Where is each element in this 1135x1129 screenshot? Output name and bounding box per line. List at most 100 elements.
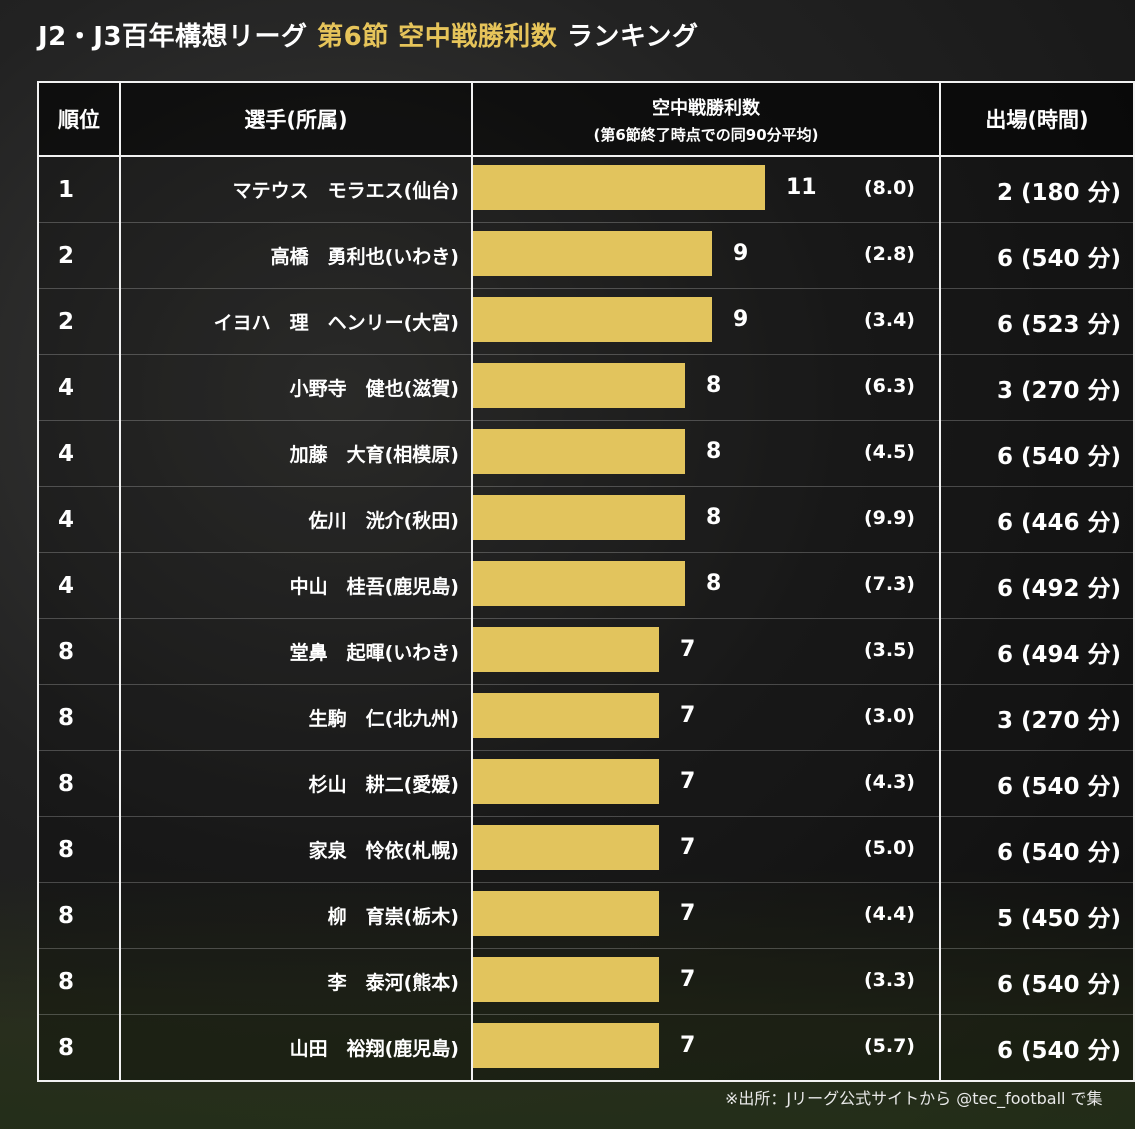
- bar-value-label: 8: [706, 505, 722, 530]
- appearances-value: 3 (270 分): [939, 354, 1134, 421]
- bar-value-label: 11: [786, 175, 817, 200]
- bar: [473, 825, 659, 870]
- per90-label: (3.3): [863, 969, 915, 991]
- per90-label: (9.9): [863, 507, 915, 529]
- bar-cell: 7 (3.3): [471, 948, 940, 1015]
- table-row: 2 イヨハ 理 ヘンリー(大宮) 9 (3.4) 6 (523 分): [38, 288, 1134, 355]
- appearances-value: 3 (270 分): [939, 684, 1134, 751]
- rank-value: 8: [38, 618, 120, 685]
- table-row: 1 マテウス モラエス(仙台) 11 (8.0) 2 (180 分): [38, 155, 1134, 223]
- bar: [473, 627, 659, 672]
- per90-label: (8.0): [863, 177, 915, 199]
- player-name: イヨハ 理 ヘンリー(大宮): [119, 288, 472, 355]
- rank-value: 4: [38, 420, 120, 487]
- appearances-value: 6 (540 分): [939, 1014, 1134, 1081]
- player-name: 堂鼻 起暉(いわき): [119, 618, 472, 685]
- bar-cell: 7 (3.5): [471, 618, 940, 685]
- rank-value: 8: [38, 948, 120, 1015]
- bar: [473, 957, 659, 1002]
- player-name: 柳 育崇(栃木): [119, 882, 472, 949]
- bar: [473, 759, 659, 804]
- bar-value-label: 7: [680, 901, 696, 926]
- per90-label: (6.3): [863, 375, 915, 397]
- table-header-row: 順位 選手(所属) 空中戦勝利数 (第6節終了時点での同90分平均) 出場(時間…: [38, 82, 1134, 157]
- rank-value: 2: [38, 222, 120, 289]
- title-part-ranking: ランキング: [566, 22, 699, 52]
- appearances-value: 6 (540 分): [939, 750, 1134, 817]
- player-name: 中山 桂吾(鹿児島): [119, 552, 472, 619]
- player-name: 家泉 怜依(札幌): [119, 816, 472, 883]
- header-appearances: 出場(時間): [939, 82, 1134, 157]
- bar-value-label: 9: [733, 307, 749, 332]
- player-name: マテウス モラエス(仙台): [119, 155, 472, 223]
- bar-cell: 7 (5.7): [471, 1014, 940, 1081]
- appearances-value: 6 (540 分): [939, 816, 1134, 883]
- bar-value-label: 7: [680, 637, 696, 662]
- title-part-metric: 第6節 空中戦勝利数: [317, 22, 558, 52]
- header-metric-main: 空中戦勝利数: [652, 97, 760, 119]
- per90-label: (4.4): [863, 903, 915, 925]
- per90-label: (2.8): [863, 243, 915, 265]
- bar-cell: 7 (4.4): [471, 882, 940, 949]
- bar-value-label: 9: [733, 241, 749, 266]
- bar-value-label: 8: [706, 439, 722, 464]
- bar: [473, 165, 765, 210]
- table-row: 8 家泉 怜依(札幌) 7 (5.0) 6 (540 分): [38, 816, 1134, 883]
- bar: [473, 363, 685, 408]
- header-metric: 空中戦勝利数 (第6節終了時点での同90分平均): [471, 82, 940, 157]
- player-name: 小野寺 健也(滋賀): [119, 354, 472, 421]
- rank-value: 8: [38, 1014, 120, 1081]
- bar-cell: 7 (4.3): [471, 750, 940, 817]
- per90-label: (4.5): [863, 441, 915, 463]
- page-title: J2・J3百年構想リーグ 第6節 空中戦勝利数 ランキング: [38, 16, 699, 56]
- bar-value-label: 7: [680, 703, 696, 728]
- appearances-value: 5 (450 分): [939, 882, 1134, 949]
- bar-value-label: 7: [680, 835, 696, 860]
- rank-value: 8: [38, 684, 120, 751]
- table-row: 8 生駒 仁(北九州) 7 (3.0) 3 (270 分): [38, 684, 1134, 751]
- appearances-value: 6 (492 分): [939, 552, 1134, 619]
- appearances-value: 6 (494 分): [939, 618, 1134, 685]
- bar: [473, 297, 712, 342]
- player-name: 加藤 大育(相模原): [119, 420, 472, 487]
- player-name: 生駒 仁(北九州): [119, 684, 472, 751]
- source-note: ※出所：Jリーグ公式サイトから @tec_football で集: [725, 1089, 1103, 1108]
- player-name: 山田 裕翔(鹿児島): [119, 1014, 472, 1081]
- bar-cell: 7 (5.0): [471, 816, 940, 883]
- rank-value: 8: [38, 750, 120, 817]
- rank-value: 4: [38, 552, 120, 619]
- bar: [473, 495, 685, 540]
- bar: [473, 1023, 659, 1068]
- bar: [473, 231, 712, 276]
- table-row: 4 佐川 洸介(秋田) 8 (9.9) 6 (446 分): [38, 486, 1134, 553]
- appearances-value: 2 (180 分): [939, 155, 1134, 223]
- ranking-table: 順位 選手(所属) 空中戦勝利数 (第6節終了時点での同90分平均) 出場(時間…: [37, 81, 1135, 1082]
- bar-value-label: 8: [706, 571, 722, 596]
- per90-label: (7.3): [863, 573, 915, 595]
- header-rank: 順位: [38, 82, 120, 157]
- rank-value: 4: [38, 354, 120, 421]
- appearances-value: 6 (446 分): [939, 486, 1134, 553]
- rank-value: 8: [38, 882, 120, 949]
- rank-value: 8: [38, 816, 120, 883]
- appearances-value: 6 (523 分): [939, 288, 1134, 355]
- header-player: 選手(所属): [119, 82, 472, 157]
- bar: [473, 561, 685, 606]
- bar-cell: 7 (3.0): [471, 684, 940, 751]
- table-row: 4 加藤 大育(相模原) 8 (4.5) 6 (540 分): [38, 420, 1134, 487]
- table-row: 2 高橋 勇利也(いわき) 9 (2.8) 6 (540 分): [38, 222, 1134, 289]
- table-row: 4 中山 桂吾(鹿児島) 8 (7.3) 6 (492 分): [38, 552, 1134, 619]
- bar-value-label: 7: [680, 1033, 696, 1058]
- bar-cell: 11 (8.0): [471, 155, 940, 223]
- bar-cell: 8 (4.5): [471, 420, 940, 487]
- player-name: 李 泰河(熊本): [119, 948, 472, 1015]
- player-name: 高橋 勇利也(いわき): [119, 222, 472, 289]
- bar: [473, 429, 685, 474]
- title-part-league: J2・J3百年構想リーグ: [38, 22, 308, 52]
- bar-cell: 9 (2.8): [471, 222, 940, 289]
- bar-cell: 8 (6.3): [471, 354, 940, 421]
- per90-label: (4.3): [863, 771, 915, 793]
- rank-value: 4: [38, 486, 120, 553]
